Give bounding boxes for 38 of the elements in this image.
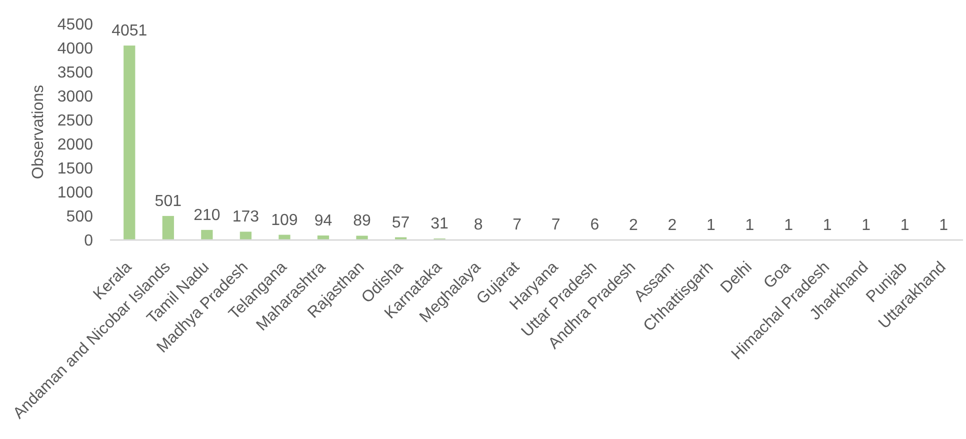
data-label: 210	[194, 206, 220, 224]
data-label: 173	[232, 208, 260, 226]
data-label: 1	[706, 216, 716, 234]
data-label: 89	[353, 212, 372, 230]
data-label: 109	[271, 212, 298, 229]
bar	[124, 46, 136, 240]
data-label: 2	[668, 216, 677, 234]
y-tick-label: 4000	[57, 40, 94, 58]
y-tick-label: 1500	[57, 160, 94, 178]
data-label: 2	[628, 216, 638, 234]
data-label: 94	[314, 212, 332, 230]
data-label: 8	[474, 216, 483, 234]
bar	[162, 216, 174, 240]
data-label: 4051	[112, 22, 148, 40]
data-label: 7	[512, 216, 522, 234]
y-tick-label: 1000	[57, 184, 94, 202]
data-label: 57	[392, 214, 410, 232]
data-label: 1	[900, 216, 910, 234]
bar	[240, 232, 252, 240]
y-tick-label: 3500	[57, 64, 94, 82]
data-label: 6	[590, 216, 600, 234]
y-tick-label: 0	[84, 232, 94, 250]
y-axis-title: Observations	[30, 84, 47, 180]
bar	[356, 236, 368, 240]
y-tick-label: 3000	[57, 88, 94, 106]
data-label: 1	[784, 216, 794, 234]
y-tick-label: 4500	[57, 16, 94, 34]
y-tick-label: 2500	[57, 112, 94, 130]
data-label: 1	[862, 216, 871, 234]
data-label: 31	[430, 216, 449, 233]
data-label: 7	[551, 216, 560, 234]
data-label: 501	[154, 192, 182, 210]
data-label: 1	[939, 216, 948, 234]
y-tick-label: 500	[66, 208, 94, 226]
data-label: 1	[745, 216, 754, 234]
bar	[201, 230, 213, 240]
data-label: 1	[822, 216, 832, 234]
y-tick-label: 2000	[57, 136, 94, 154]
